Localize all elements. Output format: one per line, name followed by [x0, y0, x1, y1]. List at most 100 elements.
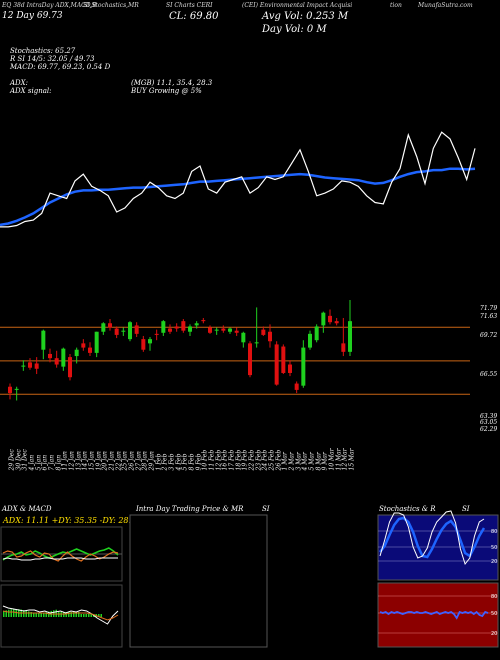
- header-12day: 12 Day 69.73: [2, 11, 63, 21]
- candle-body: [294, 383, 299, 390]
- candle-body: [261, 329, 266, 335]
- macd-line: [2, 605, 119, 625]
- price-axis-label: 71.63: [480, 313, 498, 320]
- candle-body: [54, 358, 59, 365]
- candle-body: [268, 331, 272, 342]
- candle-body: [88, 347, 92, 353]
- close-line: [0, 131, 476, 228]
- macd-histogram-bar: [5, 610, 7, 617]
- candle-body: [61, 348, 66, 367]
- candle-body: [234, 330, 239, 333]
- header-title-2: SI,Stochastics,MR: [83, 2, 139, 9]
- macd-histogram-bar: [88, 614, 90, 617]
- stoch-tick-label: 80: [491, 529, 497, 535]
- candle-body: [68, 357, 72, 378]
- candle-body: [148, 339, 152, 344]
- macd-histogram-bar: [65, 612, 67, 617]
- macd-histogram-bar: [83, 614, 85, 617]
- stoch-tick-label: 50: [491, 545, 497, 551]
- macd-histogram-bar: [80, 614, 82, 617]
- intraday-panel-title: Intra Day Trading Price & MR: [136, 505, 244, 513]
- candle-body: [308, 333, 312, 348]
- candle-body: [168, 328, 172, 332]
- candle-body: [288, 364, 292, 373]
- price-axis-label: 66.55: [480, 371, 498, 378]
- macd-histogram-bar: [8, 609, 10, 617]
- adx-plus-di: [2, 547, 119, 561]
- intraday-panel-frame: [129, 514, 268, 648]
- price-chart: [0, 131, 476, 401]
- macd-histogram-bar: [30, 612, 32, 617]
- candle-body: [188, 326, 192, 332]
- stoch-panel-si: SI: [462, 505, 470, 513]
- candle-body: [301, 347, 306, 386]
- header-title-5: tion: [390, 2, 402, 9]
- macd-histogram-bar: [70, 612, 72, 617]
- candle-body: [228, 328, 232, 332]
- adx-values: ADX: 11.11 +DY: 35.35 -DY: 28.28: [3, 516, 142, 525]
- candle-body: [194, 323, 199, 326]
- price-axis-label: 71.79: [480, 305, 498, 312]
- candle-body: [28, 362, 32, 368]
- macd-histogram-bar: [90, 614, 92, 617]
- macd-histogram-bar: [38, 612, 40, 617]
- rsi-tick-label: 50: [491, 611, 497, 617]
- ma-line: [0, 167, 476, 227]
- candle-body: [74, 349, 79, 357]
- macd-histogram-bar: [55, 609, 57, 617]
- candle-body: [114, 328, 119, 335]
- macd-histogram-bar: [100, 614, 102, 617]
- candle-body: [41, 330, 46, 350]
- macd-histogram-bar: [78, 612, 80, 617]
- intraday-panel-si: SI: [262, 505, 270, 513]
- macd-histogram-bar: [33, 612, 35, 617]
- candle-body: [214, 329, 219, 331]
- candle-body: [81, 343, 86, 348]
- candle-body: [161, 321, 166, 333]
- candle-body: [254, 342, 259, 344]
- adx-signal-value: BUY Growing @ 5%: [131, 87, 202, 95]
- candle-body: [241, 332, 246, 343]
- macd-histogram-bar: [40, 612, 42, 617]
- macd-histogram-bar: [35, 612, 37, 617]
- macd-histogram-bar: [45, 612, 47, 617]
- macd-histogram-bar: [3, 611, 5, 617]
- stoch-readout: Stochastics: 65.27: [10, 47, 76, 55]
- price-axis-label: 62.29: [480, 426, 498, 433]
- macd-histogram-bar: [68, 612, 70, 617]
- stoch-panel-frame: [377, 514, 499, 581]
- rsi-tick-label: 20: [491, 631, 497, 637]
- rsi-panel-frame: [377, 582, 499, 648]
- macd-histogram-bar: [23, 610, 25, 617]
- macd-histogram-bar: [43, 612, 45, 617]
- macd-histogram-bar: [10, 609, 12, 617]
- price-axis-label: 69.72: [480, 332, 498, 339]
- candle-body: [128, 322, 132, 340]
- candle-body: [101, 323, 106, 332]
- header-dayvol: Day Vol: 0 M: [262, 24, 327, 35]
- candle-body: [134, 325, 139, 334]
- header-avgvol: Avg Vol: 0.253 M: [262, 11, 349, 22]
- macd-histogram-bar: [85, 614, 87, 617]
- macd-histogram-bar: [75, 612, 77, 617]
- rsi-tick-label: 80: [491, 594, 497, 600]
- candle-body: [48, 353, 52, 359]
- adx-line: [2, 557, 118, 561]
- candle-body: [348, 321, 352, 352]
- macd-histogram-bar: [13, 609, 15, 617]
- candle-body: [34, 363, 39, 369]
- macd-histogram-bar: [25, 610, 27, 617]
- header-title-4: (CEI) Environmental Impact Acquisi: [242, 2, 353, 9]
- candle-body: [94, 331, 99, 353]
- macd-histogram-bar: [28, 611, 30, 617]
- candle-body: [281, 346, 286, 373]
- price-axis-label: 63.39: [480, 413, 498, 420]
- candle-body: [341, 343, 346, 352]
- candle-body: [314, 326, 319, 341]
- candle-body: [8, 386, 12, 394]
- stoch-d-line: [379, 516, 486, 559]
- header-close: CL: 69.80: [169, 11, 219, 22]
- candle-body: [14, 388, 19, 390]
- candle-body: [208, 327, 212, 333]
